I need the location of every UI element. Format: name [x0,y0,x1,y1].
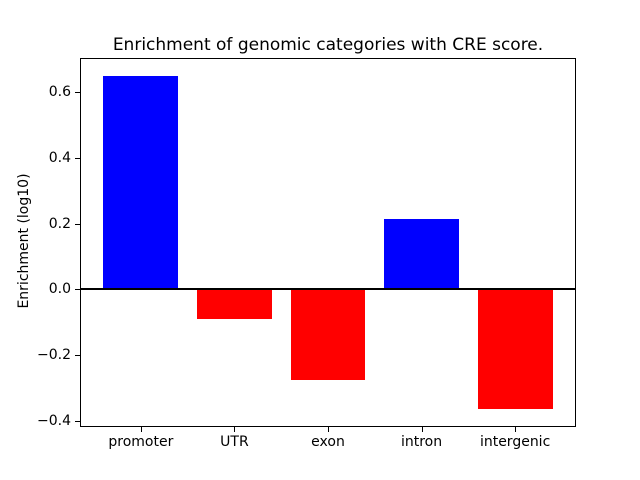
x-tick-label-intergenic: intergenic [479,434,551,450]
x-tick-mark [515,427,517,432]
x-tick-label-intron: intron [400,434,443,450]
y-tick-mark [75,223,80,225]
y-tick-label: 0.2 [48,215,71,232]
x-tick-mark [140,427,142,432]
y-tick-label: 0.0 [48,281,71,298]
y-tick-label: −0.2 [37,347,71,364]
y-tick-mark [75,92,80,94]
zero-line [81,288,575,291]
x-tick-mark [328,427,329,432]
x-tick-label-UTR: UTR [220,434,249,450]
x-tick-label-exon: exon [311,434,345,450]
y-tick-label: 0.6 [48,84,71,101]
y-tick-label: 0.4 [48,150,71,167]
chart-title: Enrichment of genomic categories with CR… [112,35,544,55]
y-tick-label: −0.4 [37,412,71,429]
bar-UTR [197,289,272,319]
x-tick-label-promoter: promoter [108,434,174,450]
bar-exon [290,289,366,380]
y-tick-mark [75,158,80,160]
bar-promoter [103,76,179,290]
x-tick-mark [234,427,236,432]
bar-intergenic [477,289,553,410]
bar-intron [384,218,459,290]
y-tick-mark [75,355,80,357]
y-tick-mark [75,289,80,291]
plot-area [80,58,576,427]
x-tick-mark [421,427,423,432]
y-tick-mark [75,420,80,422]
